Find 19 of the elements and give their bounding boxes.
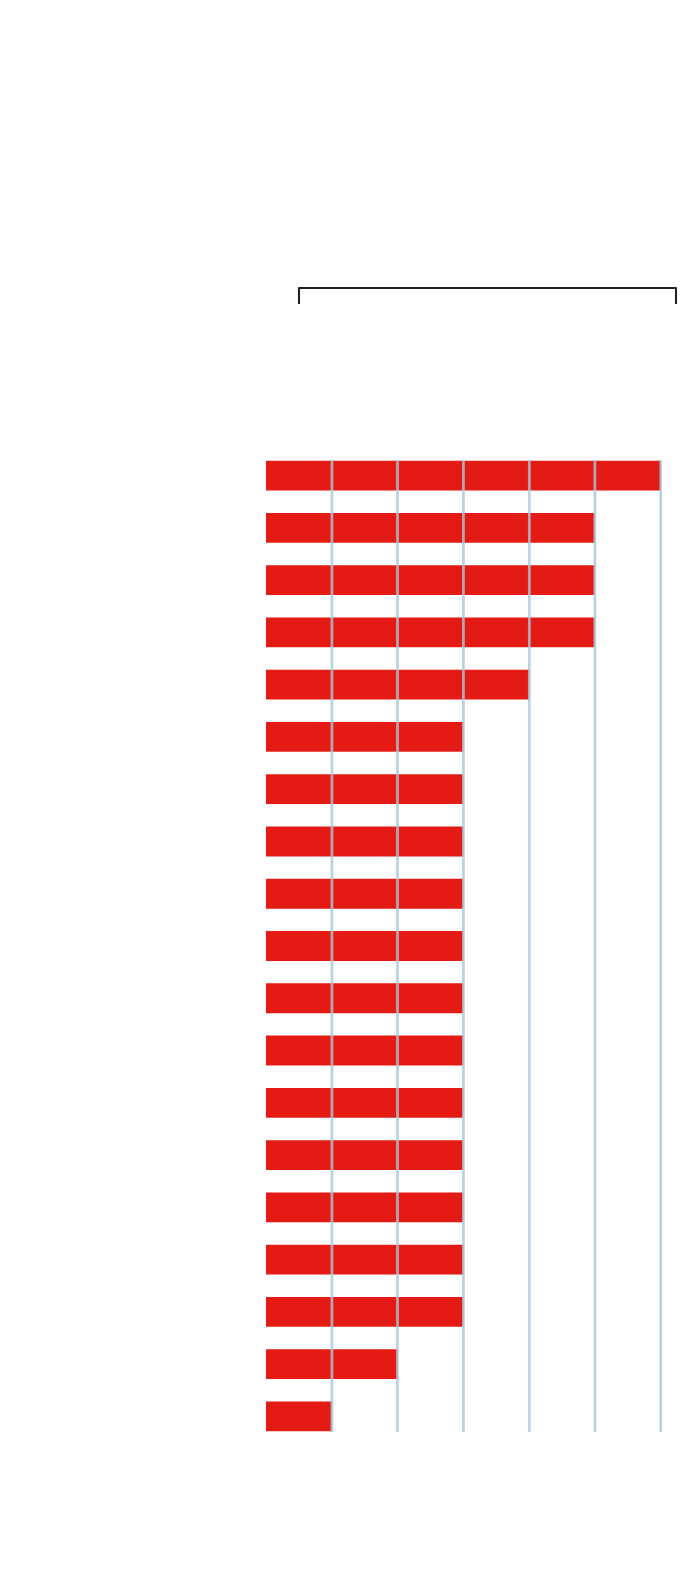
bar bbox=[266, 1087, 464, 1118]
bar bbox=[266, 722, 464, 752]
bar bbox=[266, 513, 595, 543]
bar bbox=[266, 1140, 464, 1170]
bar bbox=[266, 669, 530, 700]
bar bbox=[266, 931, 464, 961]
bar bbox=[266, 1349, 398, 1379]
bar bbox=[266, 1035, 464, 1066]
bar bbox=[266, 1244, 464, 1275]
bar bbox=[266, 565, 595, 596]
bar bbox=[266, 1296, 464, 1327]
bar bbox=[266, 460, 661, 491]
bar bbox=[266, 1192, 464, 1223]
bar bbox=[266, 826, 464, 857]
bar bbox=[266, 878, 464, 909]
bar bbox=[266, 617, 595, 648]
bar bbox=[266, 774, 464, 805]
bar bbox=[266, 983, 464, 1014]
bar bbox=[266, 1401, 332, 1432]
